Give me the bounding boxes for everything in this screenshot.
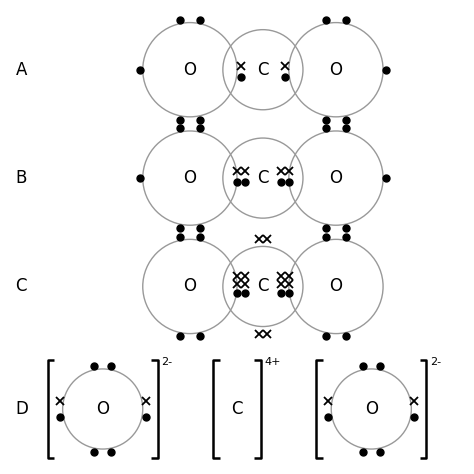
Text: 4+: 4+ bbox=[264, 357, 281, 367]
Text: 2-: 2- bbox=[162, 357, 173, 367]
Text: O: O bbox=[329, 169, 342, 187]
Text: C: C bbox=[257, 61, 269, 79]
Text: O: O bbox=[365, 400, 378, 418]
Text: O: O bbox=[183, 277, 196, 295]
Text: 2-: 2- bbox=[430, 357, 441, 367]
Text: C: C bbox=[257, 169, 269, 187]
Text: D: D bbox=[16, 400, 28, 418]
Text: O: O bbox=[329, 61, 342, 79]
Text: O: O bbox=[329, 277, 342, 295]
Text: C: C bbox=[231, 400, 243, 418]
Text: B: B bbox=[16, 169, 27, 187]
Text: C: C bbox=[257, 277, 269, 295]
Text: C: C bbox=[16, 277, 27, 295]
Text: A: A bbox=[16, 61, 27, 79]
Text: O: O bbox=[96, 400, 109, 418]
Text: O: O bbox=[183, 61, 196, 79]
Text: O: O bbox=[183, 169, 196, 187]
